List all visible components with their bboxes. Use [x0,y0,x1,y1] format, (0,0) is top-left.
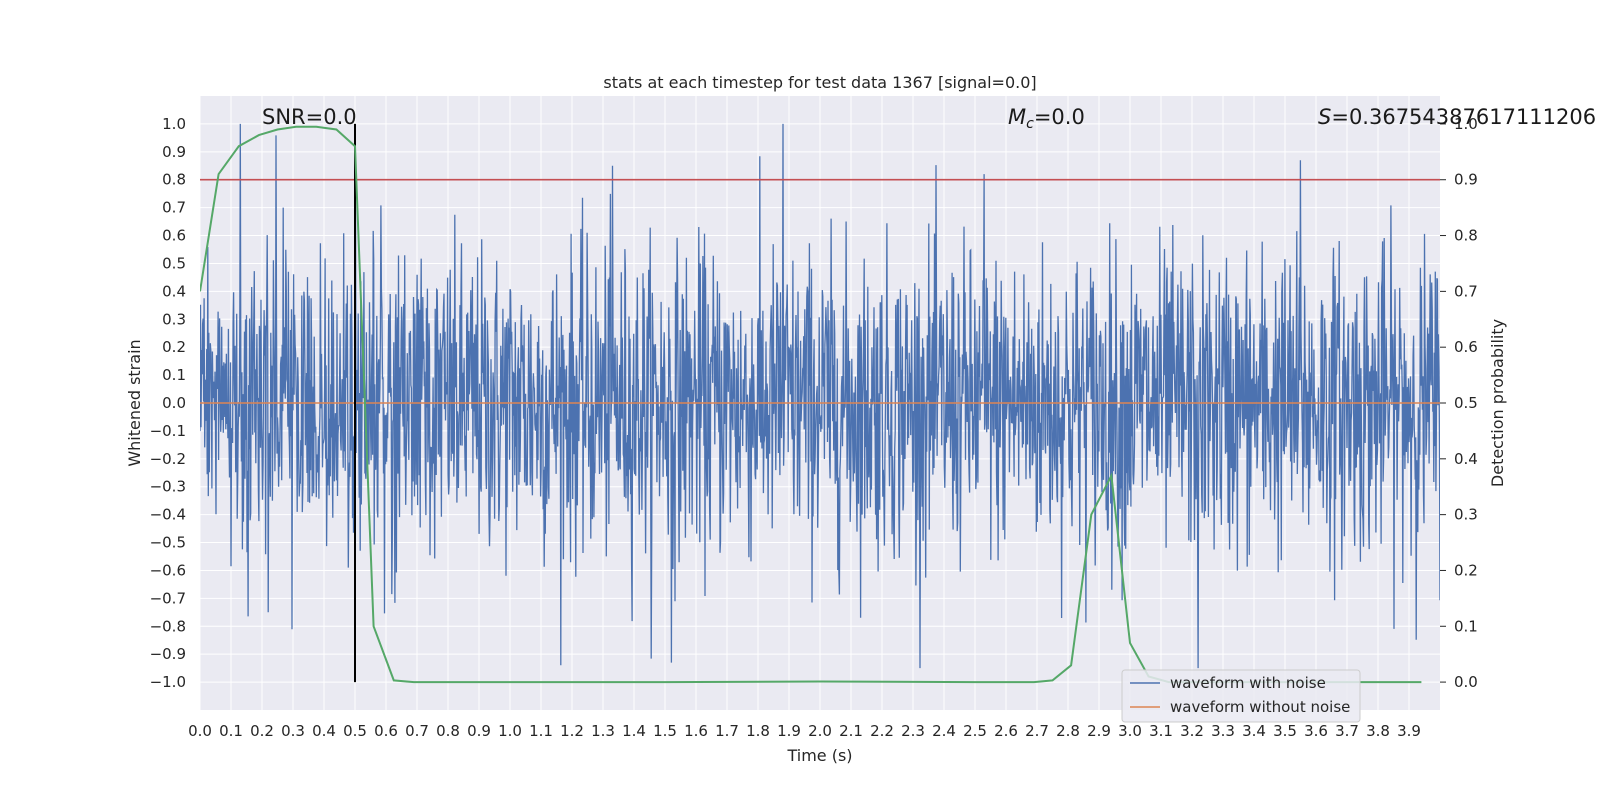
x-tick-label: 1.4 [622,722,646,740]
x-tick-label: 2.1 [839,722,863,740]
x-tick-label: 2.4 [932,722,956,740]
x-tick-label: 1.6 [684,722,708,740]
x-tick-label: 3.5 [1273,722,1297,740]
x-tick-label: 0.5 [343,722,367,740]
x-tick-label: 3.6 [1304,722,1328,740]
x-tick-label: 1.2 [560,722,584,740]
x-tick-label: 3.3 [1211,722,1235,740]
x-tick-label: 2.8 [1056,722,1080,740]
y2-axis-label: Detection probability [1488,319,1507,487]
x-tick-label: 3.9 [1397,722,1421,740]
y2-tick-label: 0.9 [1454,171,1478,189]
x-tick-label: 3.1 [1149,722,1173,740]
y-tick-label: 0.9 [162,143,186,161]
x-tick-label: 1.5 [653,722,677,740]
y-tick-label: 0.1 [162,366,186,384]
x-tick-label: 3.7 [1335,722,1359,740]
x-tick-label: 2.7 [1025,722,1049,740]
x-tick-label: 2.9 [1087,722,1111,740]
y-tick-label: −0.6 [150,561,186,579]
y2-tick-label: 1.0 [1454,115,1478,133]
y-tick-label: 0.8 [162,171,186,189]
x-tick-label: 0.3 [281,722,305,740]
y-tick-label: 0.0 [162,394,186,412]
y2-tick-label: 0.3 [1454,506,1478,524]
y-tick-label: −0.9 [150,645,186,663]
x-tick-label: 1.9 [777,722,801,740]
x-axis-ticks: 0.0 0.1 0.2 0.3 0.4 0.5 0.6 0.7 0.8 0.9 1.0 1.1 1.2 1… [188,722,1421,740]
snr-annotation: SNR=0.0 [262,105,357,129]
x-tick-label: 0.6 [374,722,398,740]
x-tick-label: 3.0 [1118,722,1142,740]
y2-tick-label: 0.1 [1454,617,1478,635]
x-tick-label: 2.3 [901,722,925,740]
chart-title: stats at each timestep for test data 136… [603,73,1036,92]
y-tick-label: 0.2 [162,338,186,356]
s-value: =0.36754387617111206 [1331,105,1596,129]
y-tick-label: −0.4 [150,506,186,524]
x-tick-label: 3.2 [1180,722,1204,740]
s-symbol: S [1318,105,1331,129]
x-tick-label: 1.0 [498,722,522,740]
y-tick-label: −0.3 [150,478,186,496]
y2-tick-label: 0.4 [1454,450,1478,468]
noise-waveform-line [200,123,1440,669]
x-tick-label: 0.7 [405,722,429,740]
y-tick-label: −0.5 [150,534,186,552]
x-tick-label: 0.1 [219,722,243,740]
x-tick-label: 0.8 [436,722,460,740]
legend-label-clean: waveform without noise [1170,698,1350,716]
x-tick-label: 0.4 [312,722,336,740]
x-tick-label: 1.1 [529,722,553,740]
x-tick-label: 0.2 [250,722,274,740]
mc-symbol: M [1008,105,1026,129]
y2-tick-label: 0.8 [1454,227,1478,245]
y-tick-label: −0.8 [150,617,186,635]
mc-subscript: c [1026,116,1034,132]
y-tick-label: 0.3 [162,310,186,328]
y2-axis-ticks: 1.0 0.9 0.8 0.7 0.6 0.5 0.4 0.3 0.2 0.1 0.0 [1440,115,1478,691]
x-tick-label: 1.7 [715,722,739,740]
series-waveform-with-noise [200,123,1440,669]
x-tick-label: 1.3 [591,722,615,740]
x-tick-label: 2.2 [870,722,894,740]
mc-value: =0.0 [1034,105,1085,129]
legend-box [1121,669,1361,723]
y-tick-label: 1.0 [162,115,186,133]
x-tick-label: 2.5 [963,722,987,740]
x-tick-label: 3.4 [1242,722,1266,740]
y2-tick-label: 0.2 [1454,561,1478,579]
y-tick-label: −0.7 [150,589,186,607]
x-tick-label: 2.0 [808,722,832,740]
x-tick-label: 0.9 [467,722,491,740]
y2-tick-label: 0.7 [1454,282,1478,300]
y2-tick-label: 0.5 [1454,394,1478,412]
y-axis-ticks: 1.0 0.9 0.8 0.7 0.6 0.5 0.4 0.3 0.2 0.1 0.0 −0.1 −0.… [150,115,186,691]
legend-label-noise: waveform with noise [1170,674,1326,692]
x-tick-label: 0.0 [188,722,212,740]
s-annotation: S=0.36754387617111206 [1318,105,1596,129]
y-tick-label: −1.0 [150,673,186,691]
y-tick-label: 0.4 [162,282,186,300]
y-tick-label: 0.6 [162,227,186,245]
y2-tick-label: 0.0 [1454,673,1478,691]
x-tick-label: 1.8 [746,722,770,740]
mc-annotation: Mc=0.0 [1008,105,1085,132]
x-tick-label: 2.6 [994,722,1018,740]
y-axis-label: Whitened strain [125,339,144,466]
x-tick-label: 3.8 [1366,722,1390,740]
y-tick-label: −0.1 [150,422,186,440]
y-tick-label: 0.7 [162,199,186,217]
x-axis-label: Time (s) [786,746,852,765]
legend: waveform with noise waveform without noi… [1121,669,1361,723]
y-tick-label: 0.5 [162,254,186,272]
y2-tick-label: 0.6 [1454,338,1478,356]
y-tick-label: −0.2 [150,450,186,468]
